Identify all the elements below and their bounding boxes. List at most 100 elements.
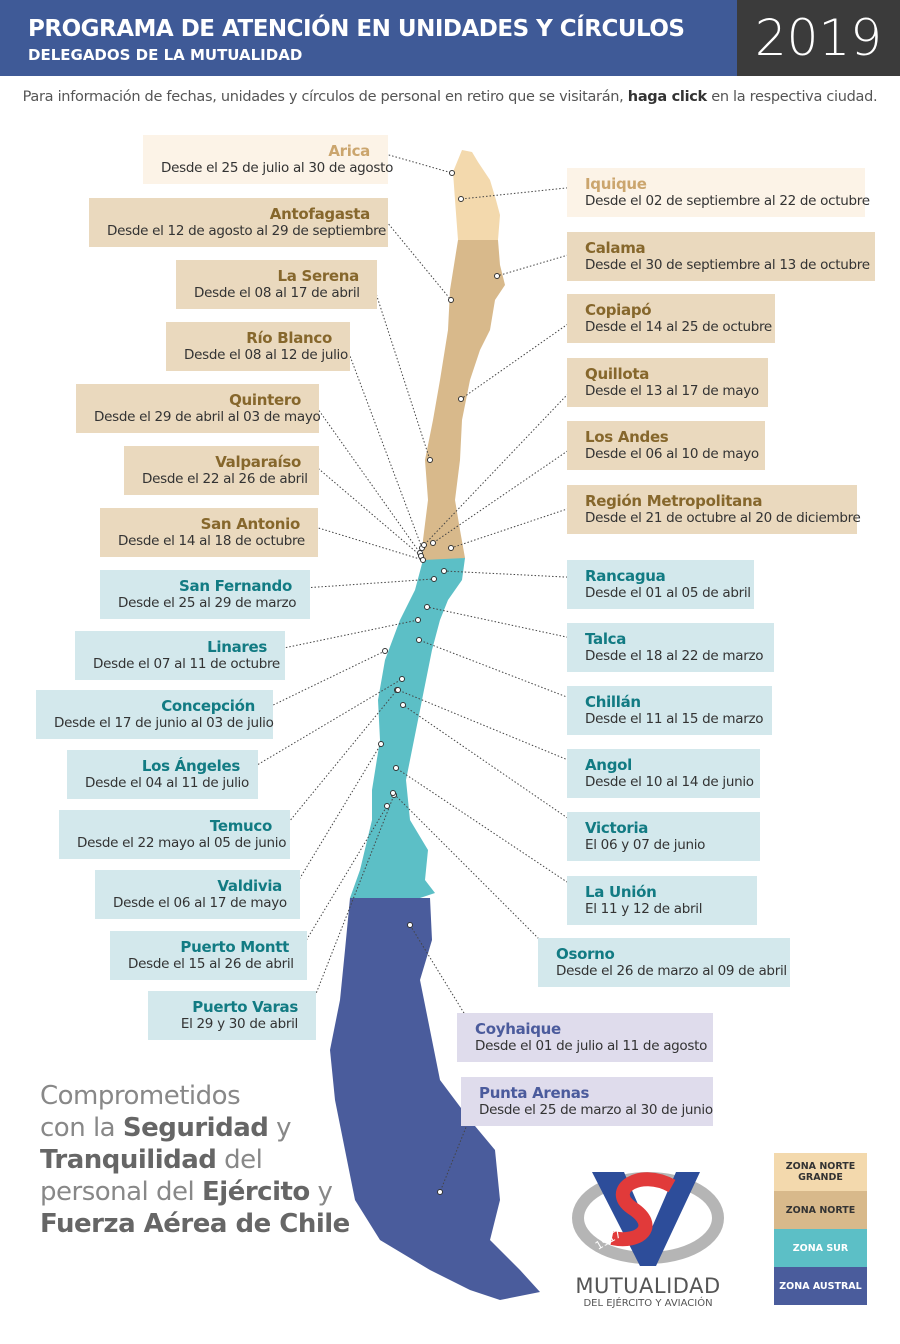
intro-text: Para información de fechas, unidades y c…	[22, 89, 628, 105]
city-box[interactable]: Concepción Desde el 17 de junio al 03 de …	[36, 690, 274, 739]
city-dot	[494, 273, 500, 279]
city-dot	[430, 540, 436, 546]
city-box[interactable]: Chillán Desde el 11 al 15 de marzo	[567, 686, 772, 735]
leader-line	[423, 375, 586, 546]
logo-name: MUTUALIDAD	[575, 1274, 721, 1298]
city-dates: Desde el 10 al 14 de junio	[585, 774, 754, 790]
city-name: Copiapó	[585, 301, 652, 319]
zone-area	[350, 558, 465, 898]
city-box[interactable]: Osorno Desde el 26 de marzo al 09 de abri…	[538, 938, 790, 987]
city-box[interactable]: Quintero Desde el 29 de abril al 03 de ma…	[76, 384, 321, 433]
city-dates: Desde el 14 al 25 de octubre	[585, 319, 772, 335]
city-dates: Desde el 22 mayo al 05 de junio	[77, 835, 287, 851]
city-box[interactable]: Iquique Desde el 02 de septiembre al 22 d…	[567, 168, 870, 217]
city-box[interactable]: Quillota Desde el 13 al 17 de mayo	[567, 358, 768, 407]
city-dates: Desde el 29 de abril al 03 de mayo	[94, 409, 321, 425]
logo-subtitle: DEL EJÉRCITO Y AVIACIÓN	[583, 1298, 713, 1309]
city-dates: Desde el 18 al 22 de marzo	[585, 648, 764, 664]
city-box[interactable]: Calama Desde el 30 de septiembre al 13 de…	[567, 232, 875, 281]
city-name: Arica	[328, 142, 370, 160]
city-name: Iquique	[585, 175, 647, 193]
year: 2019	[737, 0, 900, 76]
leader-line	[303, 578, 435, 589]
city-name: San Fernando	[179, 577, 292, 595]
city-name: Angol	[585, 756, 632, 774]
city-name: San Antonio	[200, 515, 301, 533]
city-dates: Desde el 01 de julio al 11 de agosto	[475, 1038, 708, 1054]
city-box[interactable]: Angol Desde el 10 al 14 de junio	[567, 749, 760, 798]
leader-line	[293, 743, 382, 889]
city-box[interactable]: Victoria El 06 y 07 de junio	[567, 812, 760, 861]
city-name: Victoria	[585, 819, 649, 837]
city-box[interactable]: Río Blanco Desde el 08 al 12 de julio	[166, 322, 350, 371]
tagline-text: Ejército	[202, 1177, 310, 1207]
city-dates: Desde el 01 al 05 de abril	[585, 585, 751, 601]
legend-item: ZONA NORTE	[774, 1191, 867, 1229]
city-box[interactable]: Valdivia Desde el 06 al 17 de mayo	[95, 870, 300, 919]
tagline-text: Seguridad	[122, 1113, 269, 1143]
leader-line	[343, 339, 423, 549]
city-name: Los Ángeles	[141, 757, 240, 775]
city-dot	[395, 687, 401, 693]
city-box[interactable]: Punta Arenas Desde el 25 de marzo al 30 d…	[461, 1077, 713, 1126]
city-box[interactable]: Los Andes Desde el 06 al 10 de mayo	[567, 421, 765, 470]
city-box[interactable]: Linares Desde el 07 al 11 de octubre	[75, 631, 285, 680]
chile-map	[330, 150, 540, 1300]
city-dot	[449, 170, 455, 176]
subtitle: DELEGADOS DE LA MUTUALIDAD	[28, 46, 303, 64]
city-box[interactable]: Antofagasta Desde el 12 de agosto al 29 d…	[89, 198, 388, 247]
leader-line	[397, 689, 586, 768]
leader-line	[426, 606, 586, 642]
leader-line	[432, 438, 586, 544]
city-box[interactable]: Puerto Varas El 29 y 30 de abril	[148, 991, 316, 1040]
city-dot	[407, 922, 413, 928]
city-box[interactable]: La Serena Desde el 08 al 17 de abril	[176, 260, 377, 309]
city-dates: El 29 y 30 de abril	[180, 1016, 298, 1032]
leader-line	[370, 277, 431, 461]
city-name: Linares	[207, 638, 267, 656]
leader-line	[312, 463, 422, 557]
city-box[interactable]: Los Ángeles Desde el 04 al 11 de julio	[67, 750, 258, 799]
city-dates: Desde el 13 al 17 de mayo	[585, 383, 759, 399]
city-dot	[441, 568, 447, 574]
leader-line	[311, 525, 424, 561]
city-box[interactable]: Temuco Desde el 22 mayo al 05 de junio	[59, 810, 290, 859]
city-name: Los Andes	[585, 428, 669, 446]
city-box[interactable]: Región Metropolitana Desde el 21 de octub…	[567, 485, 861, 534]
city-dates: Desde el 11 al 15 de marzo	[585, 711, 764, 727]
leader-line	[460, 311, 586, 400]
city-box[interactable]: Valparaíso Desde el 22 al 26 de abril	[124, 446, 319, 495]
city-dot	[399, 676, 405, 682]
city-dates: Desde el 15 al 26 de abril	[128, 956, 294, 972]
city-dates: Desde el 08 al 17 de abril	[194, 285, 360, 301]
intro: Para información de fechas, unidades y c…	[0, 89, 900, 105]
city-dot	[437, 1189, 443, 1195]
city-name: Calama	[585, 239, 646, 257]
city-dot	[390, 790, 396, 796]
city-box[interactable]: Talca Desde el 18 al 22 de marzo	[567, 623, 774, 672]
city-box[interactable]: Puerto Montt Desde el 15 al 26 de abril	[110, 931, 307, 980]
city-dates: Desde el 02 de septiembre al 22 de octub…	[585, 193, 870, 209]
city-dates: Desde el 21 de octubre al 20 de diciembr…	[585, 510, 861, 526]
city-box[interactable]: Arica Desde el 25 de julio al 30 de agost…	[143, 135, 393, 184]
city-box[interactable]: La Unión El 11 y 12 de abril	[567, 876, 757, 925]
zone-area	[423, 240, 505, 562]
tagline-text: Fuerza Aérea de Chile	[40, 1209, 350, 1239]
city-dates: Desde el 04 al 11 de julio	[85, 775, 249, 791]
city-box[interactable]: Coyhaique Desde el 01 de julio al 11 de a…	[457, 1013, 713, 1062]
city-dates: Desde el 12 de agosto al 29 de septiembr…	[107, 223, 387, 239]
city-box[interactable]: Rancagua Desde el 01 al 05 de abril	[567, 560, 754, 609]
city-dot	[448, 545, 454, 551]
tagline-text: con la	[40, 1113, 123, 1143]
city-name: Concepción	[161, 697, 255, 715]
city-box[interactable]: San Fernando Desde el 25 al 29 de marzo	[100, 570, 310, 619]
city-box[interactable]: San Antonio Desde el 14 al 18 de octubre	[100, 508, 318, 557]
tagline: Comprometidos con la Seguridad y Tranquili…	[40, 1080, 350, 1240]
city-box[interactable]: Copiapó Desde el 14 al 25 de octubre	[567, 294, 775, 343]
city-name: Puerto Varas	[192, 998, 298, 1016]
city-dates: Desde el 25 de marzo al 30 de junio	[479, 1102, 713, 1118]
legend-item: ZONA AUSTRAL	[774, 1267, 867, 1305]
city-dates: Desde el 17 de junio al 03 de julio	[54, 715, 274, 731]
intro-text: en la respectiva ciudad.	[706, 89, 878, 105]
